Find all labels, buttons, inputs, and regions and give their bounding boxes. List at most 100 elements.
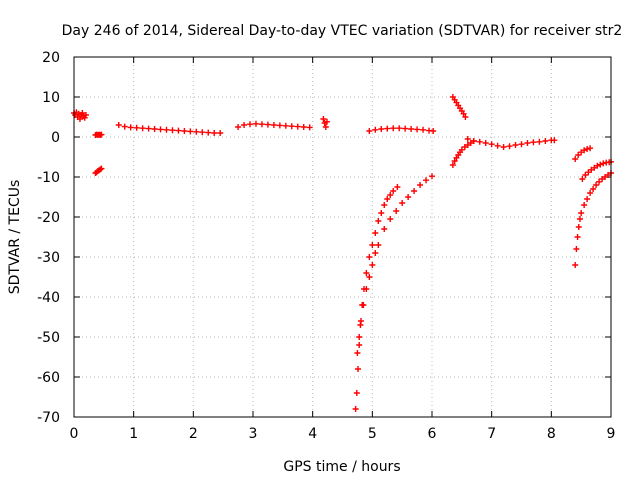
y-tick-label: -60 [37, 370, 60, 386]
data-point [506, 143, 513, 150]
data-point [82, 112, 89, 118]
data-point [575, 224, 582, 230]
y-tick-label: -20 [37, 210, 60, 226]
data-point [175, 127, 182, 134]
data-point [369, 242, 376, 248]
data-point [378, 210, 385, 216]
series-s12 [464, 136, 558, 150]
data-point [594, 162, 601, 169]
data-point [355, 366, 362, 372]
data-point [578, 210, 585, 216]
data-point [366, 128, 373, 134]
data-point [384, 196, 391, 202]
data-point [597, 161, 604, 168]
data-point [390, 125, 397, 132]
data-point [590, 186, 597, 192]
data-point [551, 137, 558, 144]
data-point [500, 144, 507, 150]
data-point [584, 146, 591, 152]
data-point [264, 121, 271, 128]
data-point [81, 114, 88, 121]
data-point [587, 190, 594, 196]
data-point [518, 141, 525, 148]
data-point [396, 125, 403, 132]
data-point [423, 177, 430, 184]
data-point [211, 130, 218, 136]
series-s4 [115, 122, 224, 136]
data-point [356, 334, 363, 340]
data-point [258, 121, 265, 128]
data-point [76, 116, 83, 122]
y-tick-label: -40 [37, 290, 60, 306]
data-point [593, 182, 600, 188]
series-s2 [92, 131, 105, 138]
data-point [387, 192, 394, 198]
series-s7 [366, 125, 437, 134]
data-point [187, 128, 194, 135]
x-axis-label: GPS time / hours [283, 459, 400, 475]
x-tick-label: 0 [70, 426, 79, 442]
data-point [139, 125, 146, 132]
data-point [420, 126, 427, 133]
data-point [411, 188, 418, 194]
data-point [323, 118, 330, 125]
series-s15 [579, 158, 614, 182]
data-point [282, 122, 289, 129]
data-point [306, 124, 313, 131]
data-point [414, 126, 421, 133]
data-point [352, 406, 359, 412]
x-tick-label: 1 [129, 426, 138, 442]
data-point [372, 250, 379, 256]
data-point [575, 152, 582, 158]
data-point [205, 129, 212, 136]
series-s3 [92, 165, 105, 176]
data-point [430, 128, 437, 134]
data-point [151, 126, 158, 132]
y-tick-labels: -70 -60 -50 -40 -30 -20 -10 0 10 20 [37, 50, 60, 426]
data-point [288, 123, 295, 130]
data-point [488, 141, 495, 148]
data-point [524, 140, 531, 146]
data-point [587, 145, 594, 152]
data-point [482, 140, 489, 146]
data-point [429, 173, 435, 180]
data-point [375, 218, 382, 224]
data-point [378, 126, 385, 132]
data-point [476, 138, 483, 145]
data-point [366, 254, 373, 260]
data-point [169, 127, 176, 134]
data-point [600, 160, 607, 167]
data-point [573, 246, 580, 252]
data-point [322, 124, 329, 130]
data-point [512, 142, 519, 148]
data-point [449, 162, 456, 168]
series-s5 [235, 120, 313, 131]
data-point [530, 139, 537, 146]
data-point [584, 196, 591, 202]
data-point [127, 124, 134, 131]
data-point [294, 123, 301, 130]
series-s10 [449, 94, 469, 120]
data-point [384, 125, 391, 132]
data-point [98, 165, 105, 172]
data-point [576, 216, 583, 222]
data-point [247, 121, 254, 128]
x-tick-label: 4 [308, 426, 317, 442]
y-tick-label: -30 [37, 250, 60, 266]
x-tick-labels: 0 1 2 3 4 5 6 7 8 9 [70, 426, 616, 442]
y-tick-label: 0 [51, 130, 60, 146]
data-point [252, 120, 259, 127]
data-point [79, 110, 86, 116]
data-point [394, 184, 401, 190]
axis-ticks [73, 56, 612, 418]
data-point [462, 114, 469, 120]
data-point [276, 122, 283, 129]
data-point [157, 126, 164, 133]
x-tick-label: 2 [189, 426, 198, 442]
data-point [193, 128, 200, 135]
data-point [393, 208, 400, 214]
data-point [121, 123, 128, 130]
x-tick-label: 3 [249, 426, 258, 442]
data-point [381, 226, 388, 232]
